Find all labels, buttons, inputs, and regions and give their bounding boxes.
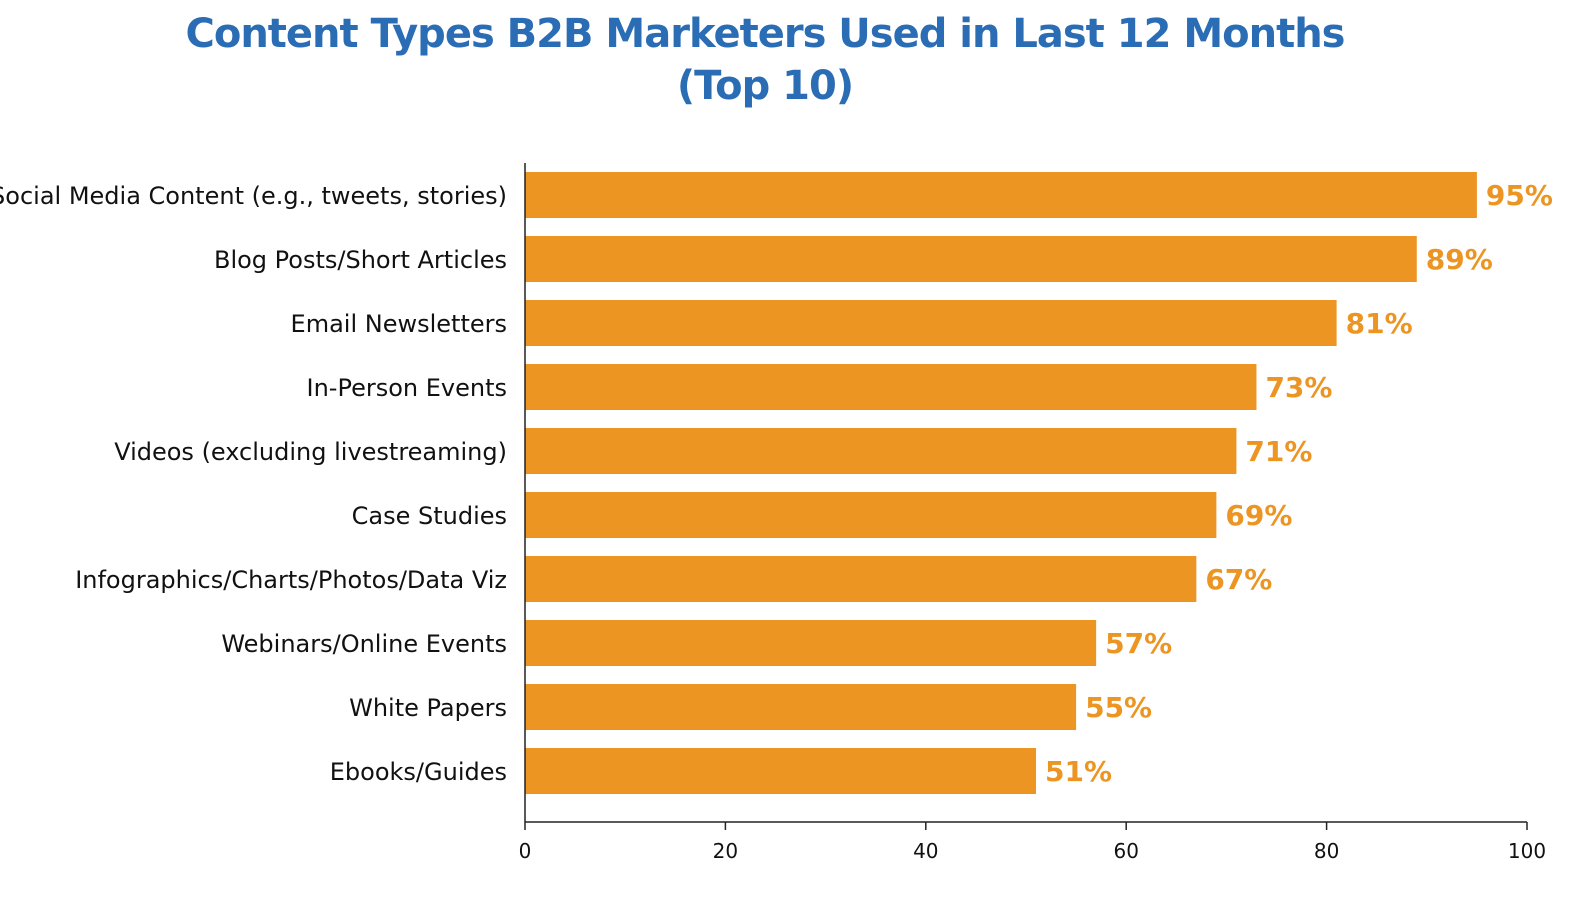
value-label: 73% xyxy=(1265,371,1332,404)
chart-title: Content Types B2B Marketers Used in Last… xyxy=(0,8,1530,112)
bar-6 xyxy=(525,556,1197,602)
category-label: Email Newsletters xyxy=(291,310,507,338)
value-label: 89% xyxy=(1426,243,1493,276)
bar-8 xyxy=(525,684,1077,730)
bar-4 xyxy=(525,428,1237,474)
bar-3 xyxy=(525,364,1257,410)
x-tick-label: 100 xyxy=(1508,839,1546,863)
category-label: Infographics/Charts/Photos/Data Viz xyxy=(75,566,507,594)
bar-7 xyxy=(525,620,1097,666)
value-label: 51% xyxy=(1045,755,1112,788)
category-label: Ebooks/Guides xyxy=(330,758,507,786)
bar-0 xyxy=(525,172,1477,218)
value-label: 81% xyxy=(1346,307,1413,340)
category-label: White Papers xyxy=(349,694,507,722)
category-label: Case Studies xyxy=(352,502,507,530)
x-tick-label: 0 xyxy=(519,839,532,863)
value-label: 69% xyxy=(1225,499,1292,532)
category-label: Social Media Content (e.g., tweets, stor… xyxy=(0,182,507,210)
chart-title-line1: Content Types B2B Marketers Used in Last… xyxy=(185,11,1345,57)
category-label: Blog Posts/Short Articles xyxy=(214,246,507,274)
value-label: 95% xyxy=(1486,179,1553,212)
x-tick-label: 80 xyxy=(1314,839,1339,863)
chart-title-line2: (Top 10) xyxy=(676,63,854,109)
bar-9 xyxy=(525,748,1037,794)
value-label: 67% xyxy=(1205,563,1272,596)
value-label: 57% xyxy=(1105,627,1172,660)
bar-2 xyxy=(525,300,1337,346)
x-tick-label: 40 xyxy=(913,839,938,863)
category-label: Videos (excluding livestreaming) xyxy=(114,438,507,466)
value-label: 71% xyxy=(1245,435,1312,468)
category-label: Webinars/Online Events xyxy=(221,630,507,658)
bar-1 xyxy=(525,236,1417,282)
x-tick-label: 20 xyxy=(713,839,738,863)
bar-5 xyxy=(525,492,1217,538)
x-axis: 0 20 40 60 80 100 xyxy=(519,163,1546,863)
category-label: In-Person Events xyxy=(307,374,507,402)
bars-layer: Social Media Content (e.g., tweets, stor… xyxy=(0,172,1553,794)
value-label: 55% xyxy=(1085,691,1152,724)
x-tick-label: 60 xyxy=(1113,839,1138,863)
